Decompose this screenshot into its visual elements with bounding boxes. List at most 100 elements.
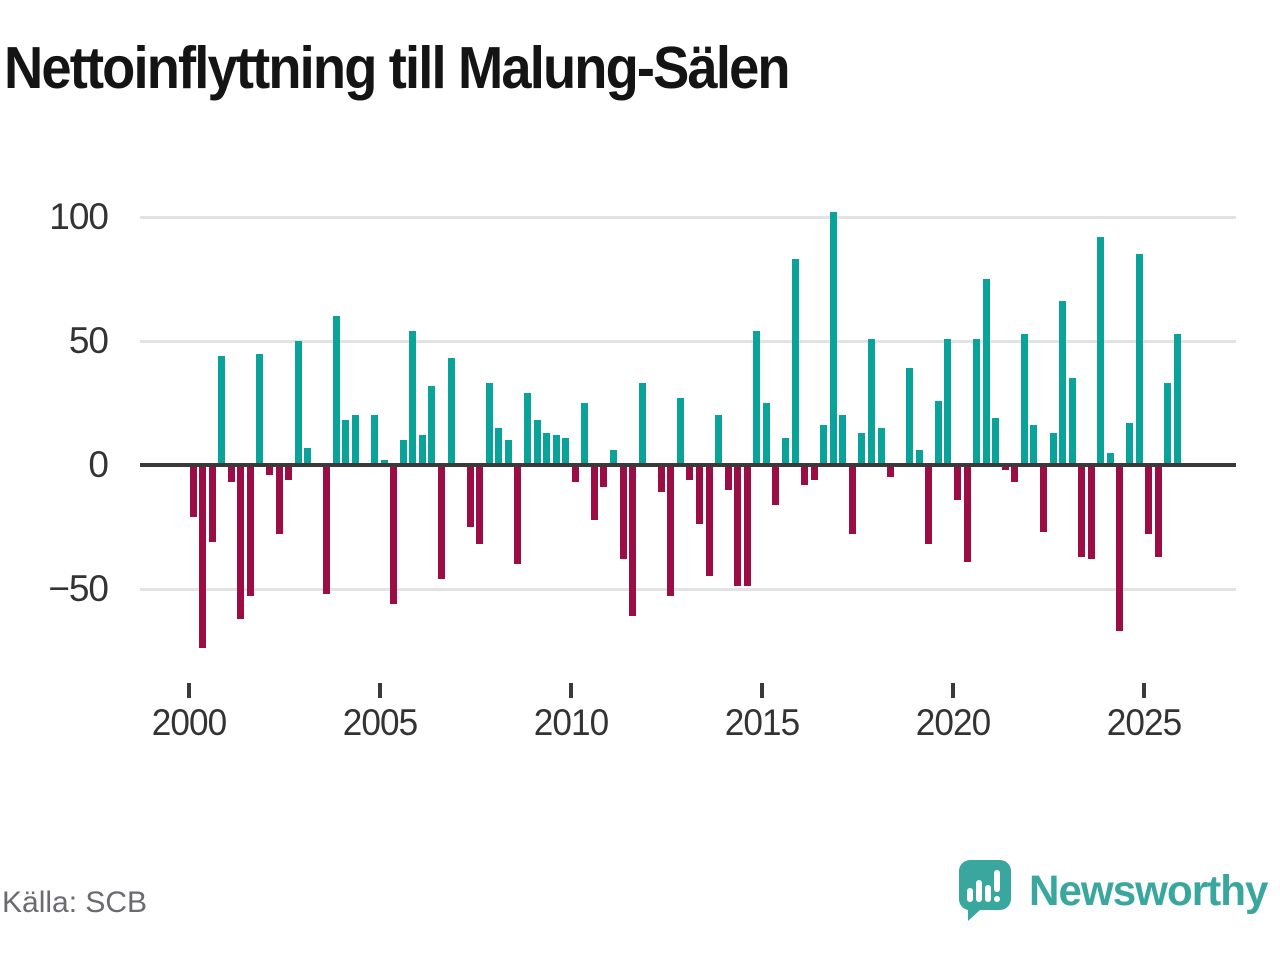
newsworthy-logo: Newsworthy (957, 858, 1272, 924)
bar-q92 (1068, 378, 1076, 465)
bar-q65 (810, 465, 818, 480)
bar-q87 (1020, 334, 1028, 465)
bar-q49 (657, 465, 665, 492)
bar-q43 (600, 465, 608, 487)
bar-q42 (590, 465, 598, 520)
bar-q0 (189, 465, 197, 517)
bar-q22 (399, 440, 407, 465)
y-axis-label-0: 0 (88, 444, 109, 485)
bar-q56 (724, 465, 732, 490)
x-axis-tick-2020 (951, 683, 955, 698)
bar-q20 (380, 460, 388, 465)
bar-q85 (1001, 465, 1009, 470)
bar-q21 (390, 465, 398, 604)
bar-q46 (629, 465, 636, 616)
bar-q67 (829, 212, 837, 465)
bar-q66 (820, 425, 828, 465)
bar-q38 (552, 435, 560, 465)
bar-q59 (753, 331, 761, 465)
bar-q69 (848, 465, 856, 534)
bar-q80 (953, 465, 961, 500)
y-axis-label-50: 50 (68, 320, 109, 361)
bar-q23 (409, 331, 417, 465)
bar-q64 (801, 465, 808, 485)
gridline-y100 (140, 216, 1236, 219)
newsworthy-logo-text: Newsworthy (1028, 866, 1268, 915)
bar-q17 (351, 415, 359, 465)
bar-q96 (1106, 453, 1114, 465)
bar-q39 (562, 438, 570, 465)
bar-q57 (734, 465, 742, 586)
bar-q7 (256, 354, 264, 465)
bar-q82 (973, 339, 980, 465)
bar-q72 (877, 428, 885, 465)
gridline-y-50 (140, 588, 1236, 591)
x-axis-tick-2010 (568, 683, 573, 698)
bar-q102 (1164, 383, 1172, 465)
bar-q93 (1078, 465, 1086, 557)
bar-q61 (772, 465, 780, 505)
bar-q89 (1039, 465, 1047, 532)
bar-q41 (581, 403, 589, 465)
bar-q4 (227, 465, 235, 482)
bar-q94 (1087, 465, 1095, 559)
bar-q31 (485, 383, 493, 465)
bar-q35 (523, 393, 531, 465)
newsworthy-speech-bubble-bar-chart-icon (958, 860, 1011, 921)
bar-q15 (332, 316, 340, 465)
bar-q29 (466, 465, 474, 527)
bar-q95 (1097, 237, 1105, 465)
bar-q6 (246, 465, 254, 596)
y-axis-label--50: −50 (48, 568, 109, 609)
bar-q3 (218, 356, 226, 465)
bar-q60 (762, 403, 770, 465)
bar-q1 (199, 465, 207, 648)
zero-axis-line (140, 463, 1236, 467)
bar-q33 (504, 440, 512, 465)
bar-q24 (418, 435, 426, 465)
x-axis-label-2015: 2015 (724, 702, 800, 743)
bar-q100 (1145, 465, 1152, 534)
bar-q97 (1116, 465, 1124, 631)
bar-q25 (428, 386, 436, 465)
x-axis-label-2010: 2010 (533, 702, 609, 743)
bar-q5 (237, 465, 245, 619)
bar-q2 (208, 465, 216, 542)
bar-q84 (992, 418, 1000, 465)
bar-q30 (476, 465, 484, 544)
bar-q26 (437, 465, 445, 579)
bar-q40 (571, 465, 579, 482)
y-axis-label-100: 100 (49, 196, 109, 237)
x-axis-label-2000: 2000 (151, 702, 226, 743)
gridline-y50 (140, 340, 1236, 343)
bar-q75 (906, 368, 914, 465)
bar-q44 (609, 450, 617, 465)
x-axis-tick-2005 (377, 683, 382, 698)
bar-q53 (695, 465, 703, 524)
bar-q58 (743, 465, 751, 586)
bar-q10 (285, 465, 293, 480)
bar-q36 (533, 420, 541, 465)
bar-q45 (619, 465, 627, 559)
bar-q47 (638, 383, 646, 465)
bar-q90 (1049, 433, 1057, 465)
bar-q73 (887, 465, 894, 477)
bar-q52 (686, 465, 694, 480)
bar-q63 (791, 259, 799, 465)
bar-q51 (676, 398, 684, 465)
bar-q50 (667, 465, 675, 596)
bar-q101 (1154, 465, 1162, 557)
bar-q19 (371, 415, 378, 465)
bar-q9 (275, 465, 283, 534)
x-axis-label-2025: 2025 (1106, 702, 1182, 743)
bar-q86 (1011, 465, 1019, 482)
bar-q71 (867, 339, 875, 465)
bar-q77 (925, 465, 933, 544)
bar-q14 (323, 465, 331, 594)
bar-q88 (1030, 425, 1038, 465)
x-axis-label-2005: 2005 (342, 702, 417, 743)
x-axis-tick-2000 (186, 683, 191, 698)
bar-q8 (265, 465, 273, 475)
bar-q81 (963, 465, 971, 562)
